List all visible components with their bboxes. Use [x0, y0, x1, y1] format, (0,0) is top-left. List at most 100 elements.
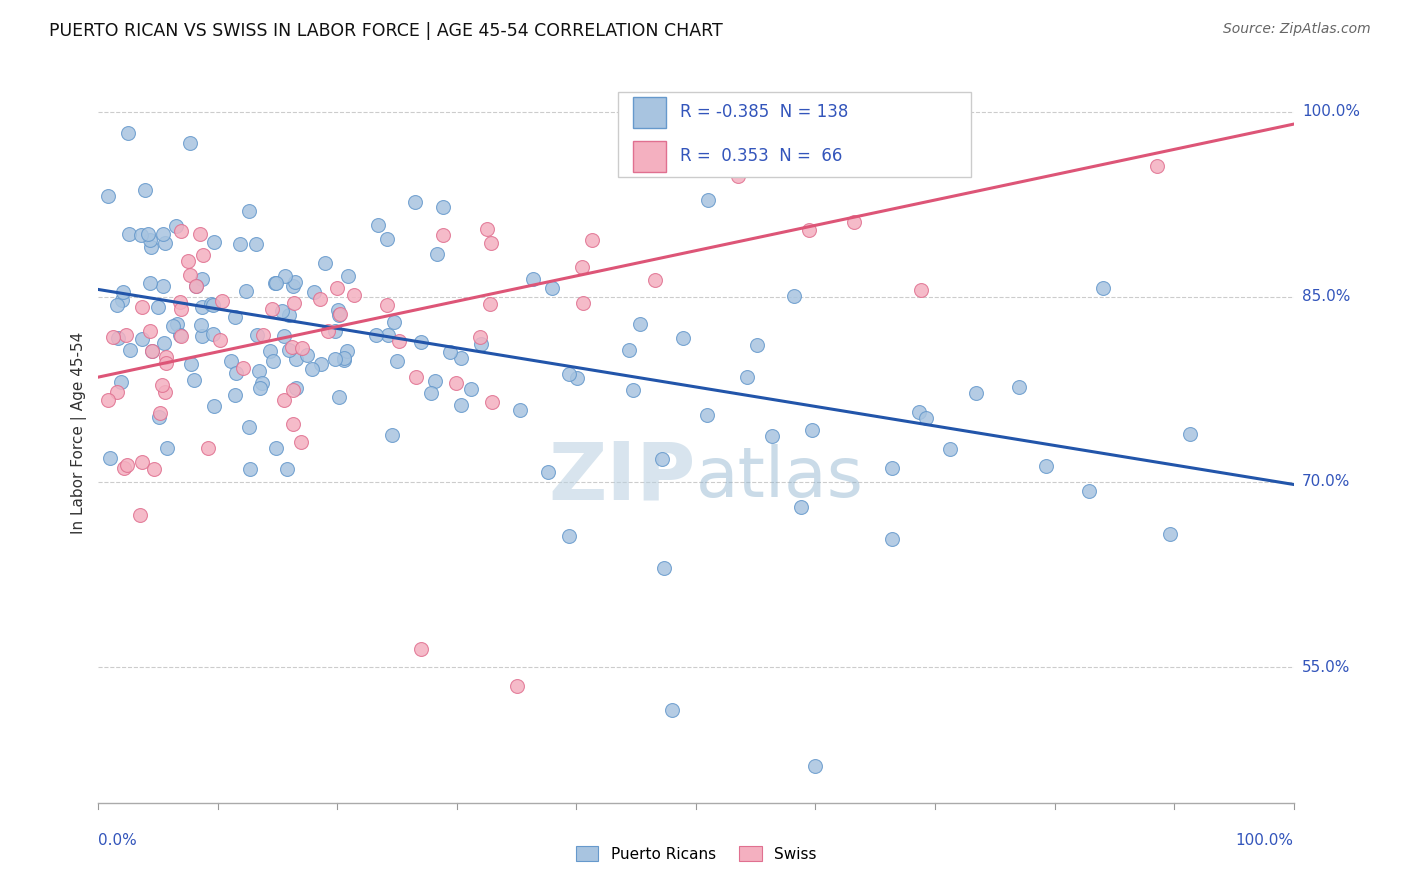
Point	[672, 331, 695, 345]
Point	[153, 385, 176, 400]
Point	[727, 169, 749, 184]
Point	[328, 390, 350, 404]
Point	[191, 248, 214, 262]
Point	[150, 378, 173, 392]
Point	[156, 441, 179, 455]
Text: atlas: atlas	[696, 443, 863, 510]
Point	[1035, 458, 1057, 473]
Point	[301, 361, 323, 376]
Point	[131, 455, 153, 469]
Point	[797, 223, 820, 237]
Point	[844, 215, 866, 229]
FancyBboxPatch shape	[633, 141, 666, 172]
Point	[200, 297, 222, 311]
Point	[1077, 484, 1099, 499]
Text: 0.0%: 0.0%	[98, 833, 138, 848]
Point	[965, 385, 987, 400]
Point	[432, 200, 454, 214]
Point	[197, 441, 219, 455]
Point	[571, 260, 593, 274]
Point	[111, 293, 134, 308]
Point	[105, 384, 128, 399]
Point	[152, 227, 174, 242]
Point	[475, 222, 498, 236]
Point	[249, 381, 271, 395]
Point	[179, 268, 201, 282]
Point	[377, 327, 399, 342]
Point	[304, 285, 326, 299]
Point	[201, 326, 224, 341]
Point	[188, 227, 211, 241]
Point	[225, 366, 247, 380]
Point	[651, 451, 673, 466]
Point	[761, 428, 783, 442]
Point	[1092, 281, 1115, 295]
Point	[281, 279, 304, 293]
Point	[273, 329, 295, 343]
Point	[118, 343, 141, 357]
Point	[621, 383, 644, 397]
Point	[278, 343, 301, 358]
Point	[238, 420, 260, 434]
Point	[366, 328, 388, 343]
Point	[252, 327, 274, 342]
Text: 100.0%: 100.0%	[1302, 104, 1360, 120]
Point	[404, 194, 426, 209]
Point	[439, 344, 461, 359]
Point	[170, 302, 193, 317]
Text: 70.0%: 70.0%	[1302, 475, 1350, 490]
Point	[481, 395, 503, 409]
Point	[152, 279, 174, 293]
Point	[136, 227, 159, 241]
Point	[479, 236, 502, 251]
Point	[162, 319, 184, 334]
Point	[907, 405, 929, 419]
Point	[219, 354, 242, 368]
Point	[202, 235, 225, 249]
Point	[405, 370, 427, 384]
Point	[238, 462, 260, 476]
Point	[115, 458, 138, 473]
Point	[343, 288, 366, 302]
Point	[276, 462, 298, 476]
Point	[326, 280, 349, 294]
Point	[314, 256, 336, 270]
Point	[184, 279, 207, 293]
Point	[316, 324, 339, 338]
Point	[274, 268, 297, 283]
Point	[323, 324, 346, 338]
Point	[789, 500, 811, 515]
Point	[697, 193, 720, 207]
Point	[191, 328, 214, 343]
Point	[915, 411, 938, 425]
Point	[329, 307, 352, 321]
Point	[166, 317, 188, 331]
Point	[97, 392, 120, 407]
Point	[328, 308, 350, 322]
Point	[804, 758, 827, 772]
Point	[333, 352, 356, 367]
Point	[385, 354, 408, 368]
Point	[644, 273, 666, 287]
Point	[262, 353, 284, 368]
Point	[177, 254, 200, 268]
Point	[139, 240, 162, 254]
Point	[277, 308, 299, 322]
Point	[141, 343, 163, 358]
Point	[309, 292, 332, 306]
Point	[271, 303, 294, 318]
Point	[450, 398, 472, 412]
Point	[170, 224, 193, 238]
Point	[444, 376, 467, 390]
Text: PUERTO RICAN VS SWISS IN LABOR FORCE | AGE 45-54 CORRELATION CHART: PUERTO RICAN VS SWISS IN LABOR FORCE | A…	[49, 22, 723, 40]
Point	[131, 300, 153, 314]
Point	[281, 340, 304, 354]
Point	[311, 357, 333, 371]
Point	[165, 219, 187, 233]
Point	[479, 297, 502, 311]
Point	[284, 351, 307, 366]
Point	[661, 703, 683, 717]
Point	[283, 296, 305, 310]
Point	[112, 460, 135, 475]
Point	[134, 183, 156, 197]
